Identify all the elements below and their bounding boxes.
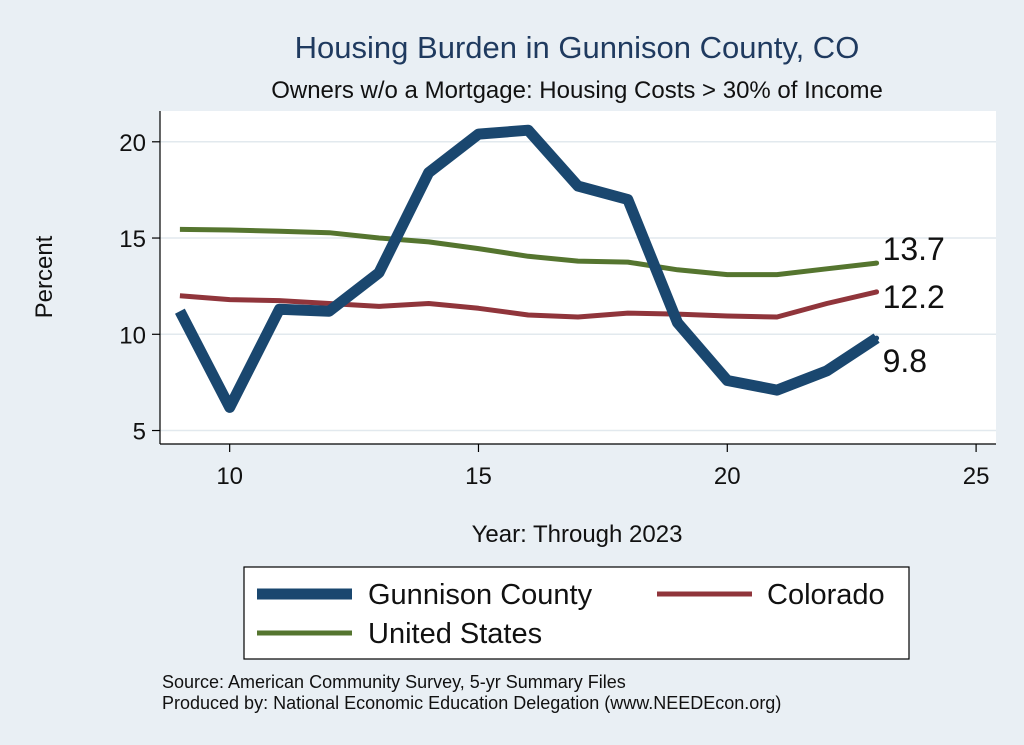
chart-subtitle: Owners w/o a Mortgage: Housing Costs > 3… xyxy=(271,77,883,104)
legend-label-united-states: United States xyxy=(368,618,542,650)
end-label-gunnison: 9.8 xyxy=(883,343,927,379)
y-tick-label-10: 10 xyxy=(119,322,146,349)
source-note: Source: American Community Survey, 5-yr … xyxy=(162,672,626,692)
axes: 5 10 15 20 10 15 20 25 xyxy=(119,111,996,490)
series-lines xyxy=(175,124,880,413)
x-tick-label-10: 10 xyxy=(216,463,243,490)
producer-note: Produced by: National Economic Education… xyxy=(162,693,781,713)
x-tick-label-25: 25 xyxy=(963,463,990,490)
legend: Gunnison County Colorado United States xyxy=(243,566,910,660)
x-tick-label-15: 15 xyxy=(465,463,492,490)
x-axis-label: Year: Through 2023 xyxy=(472,521,683,548)
end-point-gunnison xyxy=(874,335,880,341)
end-point-colorado xyxy=(874,289,880,295)
y-tick-label-5: 5 xyxy=(133,419,146,446)
end-label-colorado: 12.2 xyxy=(883,279,945,315)
y-tick-label-20: 20 xyxy=(119,130,146,157)
series-line-gunnison xyxy=(175,124,880,413)
legend-label-gunnison: Gunnison County xyxy=(368,579,593,611)
end-labels: 13.7 12.2 9.8 xyxy=(883,231,945,379)
grid-lines xyxy=(160,141,996,432)
series-line-united-states xyxy=(179,226,877,278)
y-tick-label-15: 15 xyxy=(119,226,146,253)
series-line-colorado xyxy=(179,289,878,320)
x-tick-label-20: 20 xyxy=(714,463,741,490)
end-point-united-states xyxy=(874,260,880,266)
chart-title: Housing Burden in Gunnison County, CO xyxy=(295,30,860,65)
end-label-united-states: 13.7 xyxy=(883,231,945,267)
legend-label-colorado: Colorado xyxy=(767,579,885,611)
y-axis-label: Percent xyxy=(31,235,58,318)
plot-area xyxy=(160,111,996,444)
legend-box xyxy=(243,566,910,660)
